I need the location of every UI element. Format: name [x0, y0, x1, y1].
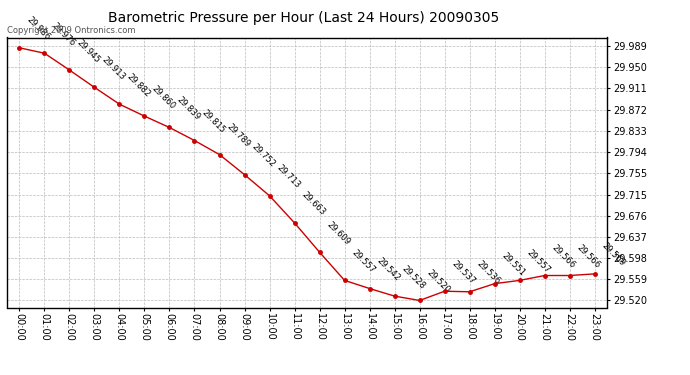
Text: 29.569: 29.569 — [600, 242, 627, 268]
Text: 29.663: 29.663 — [300, 190, 327, 217]
Text: 29.566: 29.566 — [550, 243, 577, 270]
Text: 29.566: 29.566 — [575, 243, 602, 270]
Text: 29.537: 29.537 — [450, 259, 477, 286]
Text: 29.882: 29.882 — [125, 72, 152, 99]
Text: 29.528: 29.528 — [400, 264, 427, 291]
Text: 29.609: 29.609 — [325, 220, 352, 247]
Text: 29.542: 29.542 — [375, 256, 402, 283]
Text: 29.520: 29.520 — [425, 268, 452, 295]
Text: 29.536: 29.536 — [475, 259, 502, 286]
Text: 29.860: 29.860 — [150, 84, 177, 111]
Text: 29.945: 29.945 — [75, 38, 101, 64]
Text: 29.557: 29.557 — [350, 248, 377, 275]
Text: 29.551: 29.551 — [500, 251, 527, 278]
Text: 29.557: 29.557 — [525, 248, 552, 275]
Text: 29.815: 29.815 — [200, 108, 227, 135]
Text: 29.839: 29.839 — [175, 95, 202, 122]
Text: Copyright 2009 Ontronics.com: Copyright 2009 Ontronics.com — [7, 26, 135, 35]
Text: 29.752: 29.752 — [250, 142, 277, 169]
Text: 29.713: 29.713 — [275, 163, 302, 190]
Text: Barometric Pressure per Hour (Last 24 Hours) 20090305: Barometric Pressure per Hour (Last 24 Ho… — [108, 11, 500, 25]
Text: 29.986: 29.986 — [25, 15, 52, 42]
Text: 29.976: 29.976 — [50, 21, 77, 48]
Text: 29.789: 29.789 — [225, 122, 252, 149]
Text: 29.913: 29.913 — [100, 55, 127, 82]
